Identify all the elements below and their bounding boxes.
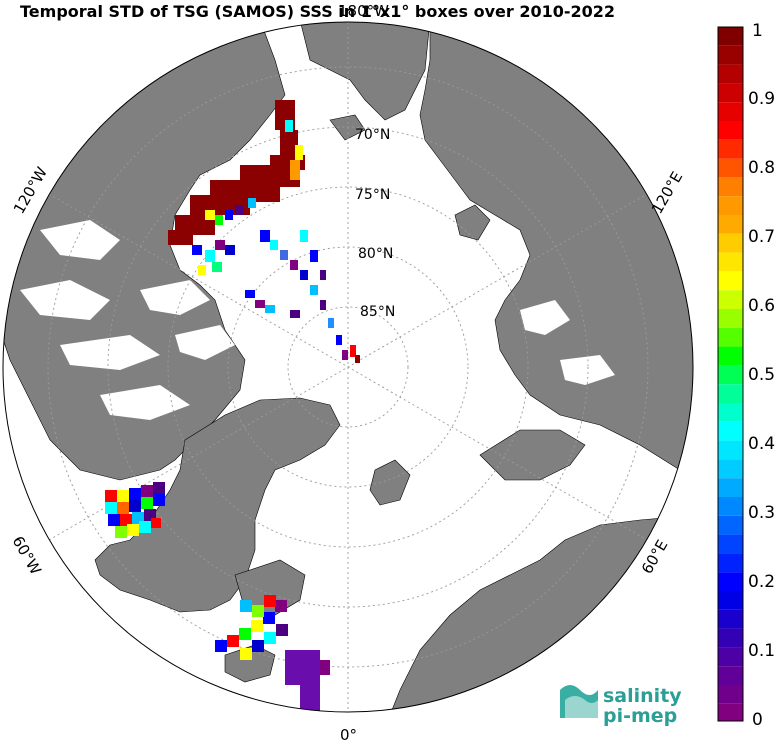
lon-label-120e: 120°E bbox=[648, 169, 686, 217]
lat-label-75: 75°N bbox=[355, 187, 390, 203]
cb-tick-0: 0 bbox=[752, 710, 763, 730]
lon-label-60w: 60°W bbox=[9, 533, 45, 578]
lat-label-80: 80°N bbox=[358, 246, 393, 262]
land-novaya-zemlya bbox=[479, 429, 586, 481]
lon-label-0: 0° bbox=[340, 726, 357, 744]
channel-4 bbox=[100, 385, 190, 420]
data-track-transpolar bbox=[245, 230, 360, 363]
cb-tick-0.2: 0.2 bbox=[748, 572, 775, 592]
inlet-2 bbox=[560, 355, 615, 385]
inlet-1 bbox=[520, 300, 570, 335]
channel-6 bbox=[175, 325, 235, 360]
logo-line1: salinity bbox=[603, 685, 682, 707]
map-border bbox=[2, 21, 694, 713]
colorbar: 1 0.9 0.8 0.7 0.6 0.5 0.4 0.3 0.2 0.1 0 bbox=[717, 21, 775, 730]
channel-5 bbox=[140, 280, 210, 315]
cb-tick-0.9: 0.9 bbox=[748, 89, 775, 109]
cb-tick-0.6: 0.6 bbox=[748, 296, 775, 316]
salinity-pi-mep-logo: salinity pi-mep bbox=[560, 685, 682, 727]
cb-tick-0.4: 0.4 bbox=[748, 434, 775, 454]
land-new-siberian-islands bbox=[454, 204, 491, 241]
sss-std-data-boxes bbox=[105, 100, 360, 712]
data-cluster-baffin bbox=[105, 482, 165, 538]
land-chukotka bbox=[299, 22, 431, 121]
channel-3 bbox=[60, 335, 160, 370]
channel-1 bbox=[40, 220, 120, 260]
lat-label-70: 70°N bbox=[355, 127, 390, 143]
data-track-beaufort bbox=[168, 100, 305, 275]
colorbar-frame bbox=[717, 26, 744, 722]
map-title: Temporal STD of TSG (SAMOS) SSS in 1°x1°… bbox=[20, 2, 616, 21]
cb-tick-0.7: 0.7 bbox=[748, 227, 775, 247]
channel-2 bbox=[20, 280, 110, 320]
cb-tick-1: 1 bbox=[752, 21, 763, 41]
cb-tick-0.8: 0.8 bbox=[748, 158, 775, 178]
lon-label-180w: 180°W bbox=[338, 2, 389, 20]
land-wrangel bbox=[329, 114, 366, 141]
cb-tick-0.1: 0.1 bbox=[748, 641, 775, 661]
data-cluster-fram-strait bbox=[215, 595, 330, 712]
cb-tick-0.3: 0.3 bbox=[748, 503, 775, 523]
lat-label-85: 85°N bbox=[360, 304, 395, 320]
graticule bbox=[47, 22, 649, 712]
logo-line2: pi-mep bbox=[603, 705, 677, 727]
cb-tick-0.5: 0.5 bbox=[748, 365, 775, 385]
land-svalbard bbox=[369, 459, 411, 506]
